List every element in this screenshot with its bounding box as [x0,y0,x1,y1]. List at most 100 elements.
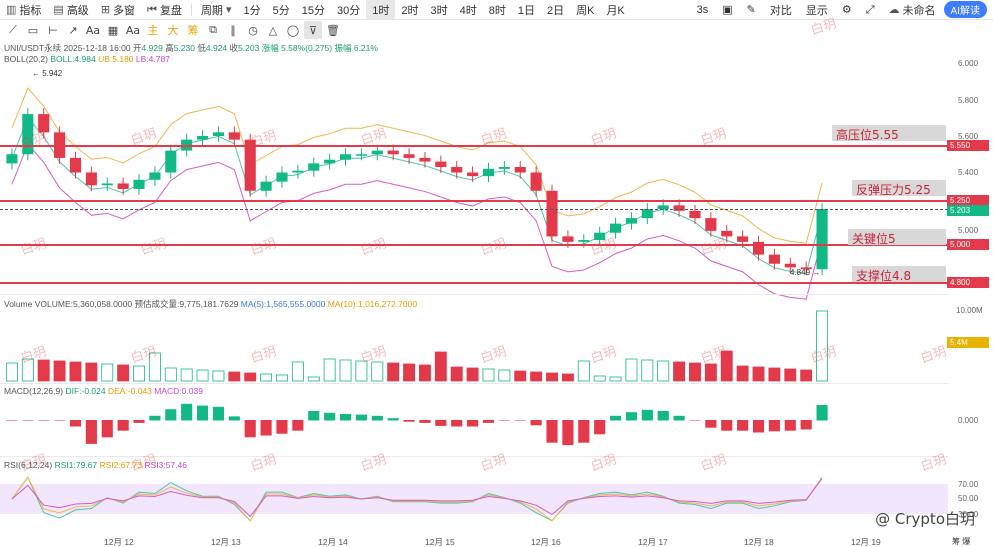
resistance-line-5550[interactable] [0,145,948,147]
clock-icon[interactable]: ◷ [248,23,258,37]
low-key: 低 [197,43,206,53]
annotation-high-pressure[interactable]: 高压位5.55 [832,125,946,142]
candle-body [467,172,479,177]
chevron-down-icon: ▾ [225,3,232,16]
candle-body [419,157,431,162]
text-tool-icon[interactable]: Aa [85,23,101,37]
cloud-save-button[interactable]: ☁ 未命名 [883,0,942,20]
compare-button[interactable]: 对比 [764,0,798,20]
large-order-tool[interactable]: 大 [167,24,179,37]
candle-body [625,218,638,224]
candle-body [387,150,399,155]
candle-body [371,150,383,155]
pane-divider [0,294,948,295]
interval-8h[interactable]: 8时 [483,0,512,20]
volume-bar [800,369,813,382]
volume-bar [593,375,606,382]
interval-1m[interactable]: 1分 [237,0,266,20]
annotation-key-level[interactable]: 关键位5 [848,229,946,246]
circle-tool-icon[interactable]: ◯ [286,23,300,37]
annotation-rebound-pressure[interactable]: 反弹压力5.25 [852,180,946,197]
arrow-tool-icon[interactable]: ↗ [68,23,78,37]
edit-icon[interactable]: ✎ [746,3,756,16]
interval-label: 30分 [336,4,361,17]
candle-body [149,172,161,180]
candle-body [689,210,701,219]
display-button[interactable]: 显示 [800,0,834,20]
gear-icon[interactable]: ⚙ [841,3,852,16]
rectangle-tool-icon[interactable]: ▭ [27,23,39,37]
candle-body [212,132,225,136]
corner-tools[interactable]: 筹 爆 [952,537,971,546]
rebound-line-5250[interactable] [0,200,948,202]
refresh-seconds[interactable]: 3s [691,0,715,20]
pattern-tool-icon[interactable]: ▦ [107,23,119,37]
macd-bar [546,420,558,443]
interval-4h[interactable]: 4时 [454,0,483,20]
macd-bar [165,409,177,421]
macd-info-line: MACD(12,26,9) DIF:-0.024 DEA:-0.043 MACD… [4,386,203,396]
multi-window-button[interactable]: ⊞ 多窗 [95,0,141,20]
candle-body [657,205,669,209]
trash-icon[interactable]: 🗑 [326,23,340,37]
filter-icon[interactable]: ⊽ [304,21,322,39]
volume-bar [784,368,797,382]
interval-1d[interactable]: 1日 [512,0,541,20]
macd-bar [482,420,495,423]
candle-body [737,236,749,242]
macd-axis-zero: 0.000 [958,416,979,425]
brand-watermark: @ Crypto白玥 [875,510,975,528]
volume-bar [37,359,50,382]
label-tool-icon[interactable]: Aa [125,23,141,37]
volume-bar [466,367,479,382]
template-button[interactable]: ▤ 高级 [47,0,94,20]
interval-week[interactable]: 周K [570,0,600,20]
candle-body [546,190,558,237]
ray-tool-icon[interactable]: ⊢ [48,23,58,37]
interval-2d[interactable]: 2日 [541,0,570,20]
screenshot-icon[interactable]: ▣ [722,3,733,16]
volume-bar [85,362,98,382]
volume-bar [291,361,304,382]
interval-2h[interactable]: 2时 [395,0,424,20]
volume-bars [5,310,829,382]
annotation-support[interactable]: 支撑位4.8 [852,266,946,283]
rsi-line [11,478,823,518]
copy-icon[interactable]: ⧉ [209,23,217,36]
main-force-tool[interactable]: 主 [147,24,159,37]
interval-30m[interactable]: 30分 [331,0,366,20]
trend-line-tool-icon[interactable]: ⟋ [9,23,17,36]
key-line-5000[interactable] [0,244,948,246]
interval-month[interactable]: 月K [600,0,630,20]
expand-icon[interactable]: ⤢ [865,2,875,16]
interval-label: 3时 [430,4,448,17]
replay-button[interactable]: ⏮ 复盘 [141,0,188,20]
candle-body [482,168,495,177]
macd-bar [22,420,34,421]
macd-dea: DEA:-0.043 [107,386,152,396]
chips-tool[interactable]: 筹 [187,24,199,37]
price-tag-4800: 4.800 [947,277,989,288]
volume-bar [5,362,18,382]
macd-bar [387,418,399,421]
macd-bar [212,406,225,421]
candle-body [451,167,463,173]
ai-interpret-button[interactable]: AI解读 [943,1,987,18]
period-button[interactable]: 周期 ▾ [195,0,238,20]
macd-bar [514,420,526,421]
interval-15m[interactable]: 15分 [296,0,331,20]
volume-bar [69,361,82,382]
candle-body [594,232,606,241]
high-value: 5.230 [173,43,195,53]
interval-label: 1分 [243,4,261,17]
interval-5m[interactable]: 5分 [267,0,296,20]
interval-3h[interactable]: 3时 [424,0,453,20]
interval-1h[interactable]: 1时 [366,0,396,20]
parallel-tool-icon[interactable]: ∥ [230,23,236,37]
indicators-button[interactable]: ▥ 指标 [0,0,47,20]
triangle-tool-icon[interactable]: △ [268,23,278,37]
replay-icon: ⏮ [147,2,157,16]
support-line-4800[interactable] [0,282,948,284]
macd-bar [85,420,97,444]
